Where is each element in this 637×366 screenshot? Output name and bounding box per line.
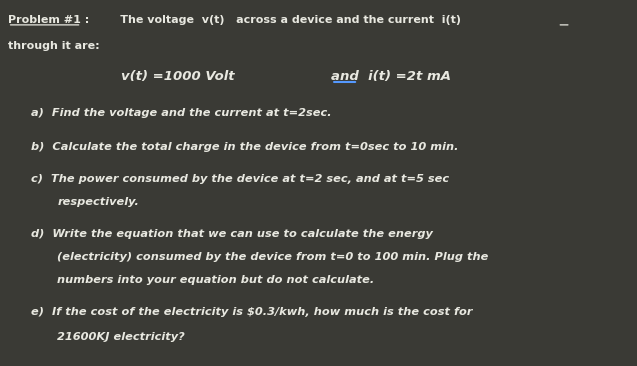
Text: 21600KJ electricity?: 21600KJ electricity?	[57, 332, 185, 342]
Text: v(t) =1000 Volt: v(t) =1000 Volt	[121, 70, 234, 83]
Text: b)  Calculate the total charge in the device from t=0sec to 10 min.: b) Calculate the total charge in the dev…	[31, 142, 458, 152]
Text: c)  The power consumed by the device at t=2 sec, and at t=5 sec: c) The power consumed by the device at t…	[31, 174, 448, 184]
Text: through it are:: through it are:	[8, 41, 99, 51]
Text: respectively.: respectively.	[57, 197, 140, 207]
Text: and  i(t) =2t mA: and i(t) =2t mA	[331, 70, 451, 83]
Text: numbers into your equation but do not calculate.: numbers into your equation but do not ca…	[57, 275, 375, 285]
Text: e)  If the cost of the electricity is $0.3/kwh, how much is the cost for: e) If the cost of the electricity is $0.…	[31, 307, 472, 317]
Text: Problem #1 :        The voltage  v(t)   across a device and the current  i(t): Problem #1 : The voltage v(t) across a d…	[8, 15, 461, 25]
Text: d)  Write the equation that we can use to calculate the energy: d) Write the equation that we can use to…	[31, 228, 433, 239]
Text: a)  Find the voltage and the current at t=2sec.: a) Find the voltage and the current at t…	[31, 108, 331, 119]
Text: (electricity) consumed by the device from t=0 to 100 min. Plug the: (electricity) consumed by the device fro…	[57, 252, 489, 262]
